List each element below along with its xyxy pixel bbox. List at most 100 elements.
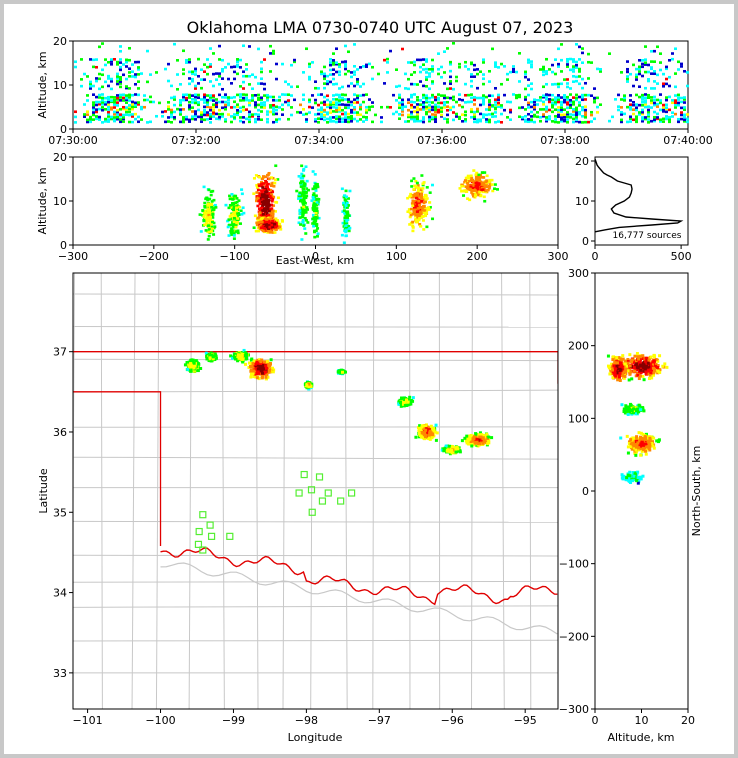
altitude-east-west-cell-1455 <box>466 177 470 180</box>
altitude-east-west-cell-630 <box>202 214 206 218</box>
altitude-time-cell-1146 <box>488 118 491 122</box>
altitude-time-cell-767 <box>344 111 347 114</box>
altitude-time-cell-1396 <box>572 67 575 71</box>
altitude-time-cell-157 <box>122 117 125 121</box>
altitude-east-west-cell-1315 <box>480 171 484 174</box>
altitude-east-west-cell-744 <box>235 205 239 208</box>
altitude-time-cell-746 <box>338 96 341 99</box>
altitude-east-west-cell-385 <box>278 225 282 229</box>
altitude-time-cell-1144 <box>485 95 488 99</box>
altitude-east-west-cell-1389 <box>475 180 479 183</box>
altitude-time-cell-1178 <box>497 98 500 102</box>
altitude-time-cell-1510 <box>632 100 635 104</box>
altitude-time-cell-377 <box>206 72 209 76</box>
altitude-time-cell-596 <box>278 95 281 99</box>
altitude-time-cell-1605 <box>656 102 659 106</box>
altitude-time-cell-978 <box>428 104 431 107</box>
altitude-time-cell-348 <box>200 120 203 124</box>
altitude-time-cell-883 <box>401 105 404 109</box>
altitude-time-cell-902 <box>410 115 413 119</box>
altitude-time-cell-584 <box>272 49 275 53</box>
altitude-time-cell-758 <box>341 98 344 102</box>
altitude-time-cell-459 <box>233 105 236 109</box>
altitude-time-cell-1012 <box>437 101 440 105</box>
altitude-time-cell-10 <box>83 103 86 106</box>
altitude-time-cell-1599 <box>653 60 656 63</box>
altitude-time-cell-739 <box>338 115 341 119</box>
altitude-time-cell-23 <box>89 84 92 88</box>
altitude-east-west-cell-819 <box>305 206 309 209</box>
altitude-east-west-cell-983 <box>316 227 320 230</box>
altitude-time-cell-534 <box>257 113 260 116</box>
altitude-time-cell-782 <box>347 106 350 110</box>
altitude-time-cell-1271 <box>542 95 545 99</box>
plan-view-cell-1172 <box>401 402 405 406</box>
altitude-time-cell-895 <box>407 108 410 112</box>
altitude-time-cell-1249 <box>533 115 536 118</box>
altitude-time-y-ticklabel-1: 10 <box>53 79 67 92</box>
altitude-time-cell-154 <box>119 49 122 53</box>
altitude-time-cell-1515 <box>635 115 638 119</box>
altitude-east-west-cell-1153 <box>431 217 435 221</box>
plan-view-cell-1379 <box>430 429 434 433</box>
altitude-east-west-cell-939 <box>314 189 318 192</box>
altitude-east-west-cell-256 <box>264 197 268 200</box>
altitude-east-west-cell-1355 <box>482 195 486 199</box>
altitude-time-cell-345 <box>197 82 200 85</box>
altitude-time-cell-1356 <box>563 94 566 97</box>
altitude-east-west-y-ticklabel-0: 0 <box>60 239 67 252</box>
plan-view-cell-98 <box>269 358 273 362</box>
altitude-time-cell-393 <box>212 115 215 118</box>
altitude-time-cell-1308 <box>554 120 557 124</box>
altitude-time-cell-664 <box>320 93 323 96</box>
altitude-time-cell-466 <box>236 111 239 114</box>
altitude-time-cell-333 <box>194 93 197 97</box>
altitude-time-cell-1458 <box>590 61 593 64</box>
altitude-time-cell-11 <box>83 72 86 76</box>
altitude-time-cell-696 <box>329 107 332 111</box>
altitude-east-west-cell-654 <box>201 209 205 212</box>
altitude-time-cell-1089 <box>467 93 470 97</box>
altitude-time-cell-1572 <box>647 79 650 83</box>
altitude-time-cell-381 <box>209 117 212 120</box>
altitude-time-cell-150 <box>119 68 122 72</box>
altitude-time-cell-1635 <box>665 96 668 99</box>
altitude-time-cell-1039 <box>446 113 449 117</box>
altitude-time-cell-624 <box>302 108 305 111</box>
altitude-time-cell-1483 <box>620 98 623 101</box>
altitude-time-cell-563 <box>266 113 269 116</box>
altitude-east-west-cell-1422 <box>472 180 476 183</box>
altitude-time-cell-1584 <box>650 66 653 69</box>
plan-view-cell-1422 <box>420 431 424 435</box>
altitude-time-cell-723 <box>335 117 338 121</box>
plan-view-cell-1184 <box>404 398 408 402</box>
altitude-time-cell-1192 <box>506 100 509 104</box>
altitude-east-west-cell-1423 <box>479 194 483 198</box>
altitude-east-west-cell-854 <box>299 181 303 185</box>
altitude-time-cell-754 <box>341 117 344 121</box>
altitude-time-cell-124 <box>116 108 119 112</box>
altitude-time-cell-1303 <box>551 98 554 102</box>
altitude-time-cell-1373 <box>566 60 569 63</box>
altitude-east-west-cell-512 <box>271 219 275 223</box>
altitude-time-cell-1134 <box>482 94 485 97</box>
altitude-east-west-cell-1112 <box>420 190 424 193</box>
altitude-time-cell-439 <box>224 100 227 104</box>
altitude-east-west-cell-225 <box>274 164 278 168</box>
altitude-time-cell-159 <box>122 113 125 117</box>
altitude-time-cell-244 <box>155 114 158 118</box>
altitude-time-cell-1228 <box>527 112 530 116</box>
altitude-time-cell-314 <box>188 58 191 61</box>
altitude-east-west-cell-622 <box>203 223 207 227</box>
plan-view-cell-1642 <box>480 433 484 437</box>
altitude-time-cell-1452 <box>587 60 590 64</box>
altitude-time-cell-1305 <box>551 83 554 86</box>
altitude-east-west-cell-706 <box>236 220 240 224</box>
altitude-time-cell-423 <box>218 44 221 48</box>
altitude-time-cell-204 <box>131 75 134 78</box>
altitude-east-west-cell-1232 <box>424 194 428 198</box>
altitude-time-cell-687 <box>326 98 329 102</box>
county-line-13 <box>471 273 473 709</box>
altitude-time-cell-432 <box>221 67 224 71</box>
altitude-east-west-cell-627 <box>212 221 216 225</box>
